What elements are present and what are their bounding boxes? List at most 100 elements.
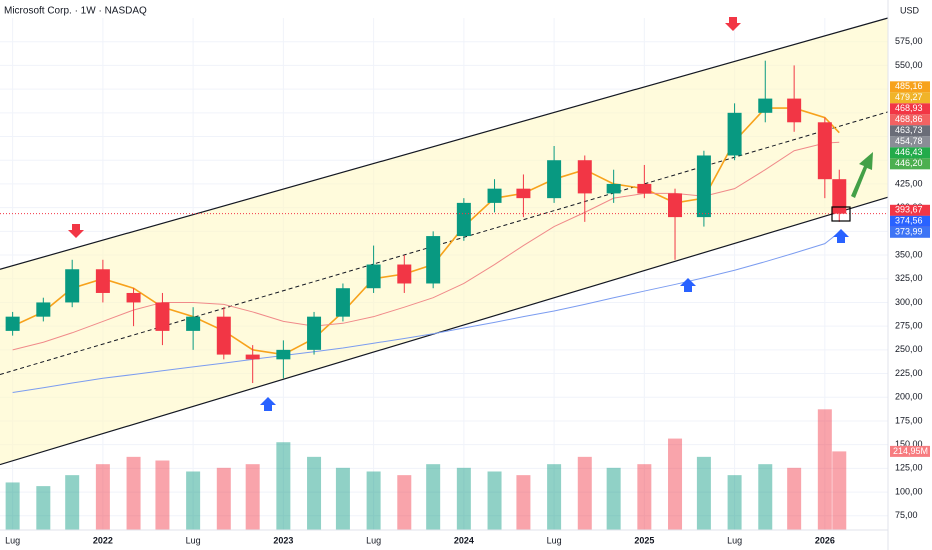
x-tick-label: 2023	[273, 535, 293, 545]
y-tick-label: 225,00	[895, 368, 923, 378]
candle-body	[832, 179, 847, 214]
x-tick-label: Lug	[186, 535, 201, 545]
price-label: 393,67	[895, 205, 923, 215]
volume-bar	[516, 475, 531, 530]
candle-body	[5, 316, 20, 331]
volume-bar	[397, 475, 412, 530]
volume-bar	[668, 438, 683, 530]
x-tick-label: 2024	[454, 535, 474, 545]
price-label: 446,20	[895, 158, 923, 168]
candle-body	[155, 302, 170, 331]
y-tick-label: 300,00	[895, 297, 923, 307]
volume-bar	[487, 471, 502, 530]
candle-body	[787, 98, 802, 123]
candle-body	[186, 316, 201, 331]
moving-average	[12, 231, 840, 394]
volume-bar	[126, 456, 141, 530]
candle-body	[727, 112, 742, 156]
candle-body	[547, 160, 562, 199]
y-tick-label: 350,00	[895, 249, 923, 259]
candle-body	[758, 98, 773, 113]
volume-bar	[817, 409, 832, 530]
x-tick-label: Lug	[547, 535, 562, 545]
price-label-box	[890, 215, 930, 227]
volume-bar	[65, 475, 80, 530]
volume-bar	[95, 464, 110, 530]
price-label: 454,78	[895, 136, 923, 146]
price-label-box	[890, 226, 930, 238]
candle-body	[637, 183, 652, 194]
red-arrow	[725, 17, 741, 31]
volume-bar	[696, 456, 711, 530]
highlight-box	[831, 206, 851, 222]
volume-bar	[606, 467, 621, 530]
candle-body	[516, 188, 531, 199]
y-tick-label: 100,00	[895, 486, 923, 496]
y-tick-label: 150,00	[895, 439, 923, 449]
y-tick-label: 75,00	[895, 510, 918, 520]
price-label-box	[890, 158, 930, 170]
y-tick-label: 125,00	[895, 463, 923, 473]
chart-title: Microsoft Corp. · 1W · NASDAQ	[4, 6, 147, 17]
volume-bar	[832, 451, 847, 530]
candle-body	[606, 183, 621, 194]
price-label: 468,86	[895, 114, 923, 124]
price-label: 485,16	[895, 81, 923, 91]
volume-label: 214,95M	[893, 446, 928, 456]
candle-body	[245, 354, 260, 360]
volume-bar	[787, 467, 802, 530]
volume-bar	[547, 464, 562, 530]
volume-bar	[155, 460, 170, 530]
red-arrow	[68, 224, 84, 238]
channel-line	[0, 17, 889, 270]
price-label: 446,43	[895, 147, 923, 157]
y-tick-label: 275,00	[895, 321, 923, 331]
blue-arrow	[833, 229, 849, 243]
candle-body	[276, 349, 291, 360]
candle-body	[817, 122, 832, 180]
price-label: 373,99	[895, 227, 923, 237]
candle-body	[307, 316, 322, 350]
y-tick-label: 425,00	[895, 178, 923, 188]
candle-body	[577, 160, 592, 194]
channel-line	[0, 111, 889, 375]
price-label-box	[890, 114, 930, 126]
blue-arrow	[680, 278, 696, 292]
price-label: 463,73	[895, 125, 923, 135]
candle-body	[397, 264, 412, 284]
volume-bar	[727, 475, 742, 530]
volume-label-box	[890, 445, 930, 457]
candle-body	[456, 202, 471, 237]
price-label-box	[890, 125, 930, 137]
x-tick-label: 2022	[93, 535, 113, 545]
candle-body	[95, 269, 110, 293]
volume-bar	[245, 464, 260, 530]
price-label-box	[890, 81, 930, 93]
candle-body	[36, 302, 51, 317]
y-tick-label: 175,00	[895, 415, 923, 425]
x-tick-label: Lug	[727, 535, 742, 545]
x-tick-label: 2025	[634, 535, 654, 545]
volume-bar	[758, 464, 773, 530]
volume-bar	[426, 464, 441, 530]
blue-arrow	[260, 397, 276, 411]
x-tick-label: Lug	[5, 535, 20, 545]
volume-bar	[577, 456, 592, 530]
volume-bar	[637, 464, 652, 530]
price-label: 479,27	[895, 92, 923, 102]
candle-body	[126, 292, 141, 303]
plot-area	[0, 17, 889, 530]
x-tick-label: 2026	[815, 535, 835, 545]
volume-bar	[186, 471, 201, 530]
volume-bar	[307, 456, 322, 530]
currency: USD	[900, 5, 920, 15]
price-label-box	[890, 92, 930, 104]
volume-bar	[36, 486, 51, 530]
candle-body	[335, 288, 350, 317]
channel-line	[0, 196, 889, 466]
candle-body	[216, 316, 231, 355]
volume-bar	[276, 442, 291, 530]
candle-body	[366, 264, 381, 289]
volume-bar	[456, 467, 471, 530]
